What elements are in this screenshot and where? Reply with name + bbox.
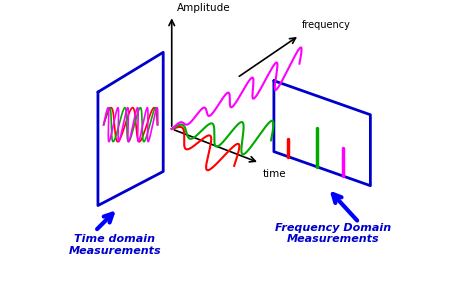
Text: frequency: frequency	[302, 20, 351, 30]
Text: Frequency Domain
Measurements: Frequency Domain Measurements	[275, 223, 392, 244]
Text: time: time	[263, 169, 286, 179]
Text: Time domain
Measurements: Time domain Measurements	[69, 234, 161, 256]
Text: Amplitude: Amplitude	[177, 3, 231, 13]
